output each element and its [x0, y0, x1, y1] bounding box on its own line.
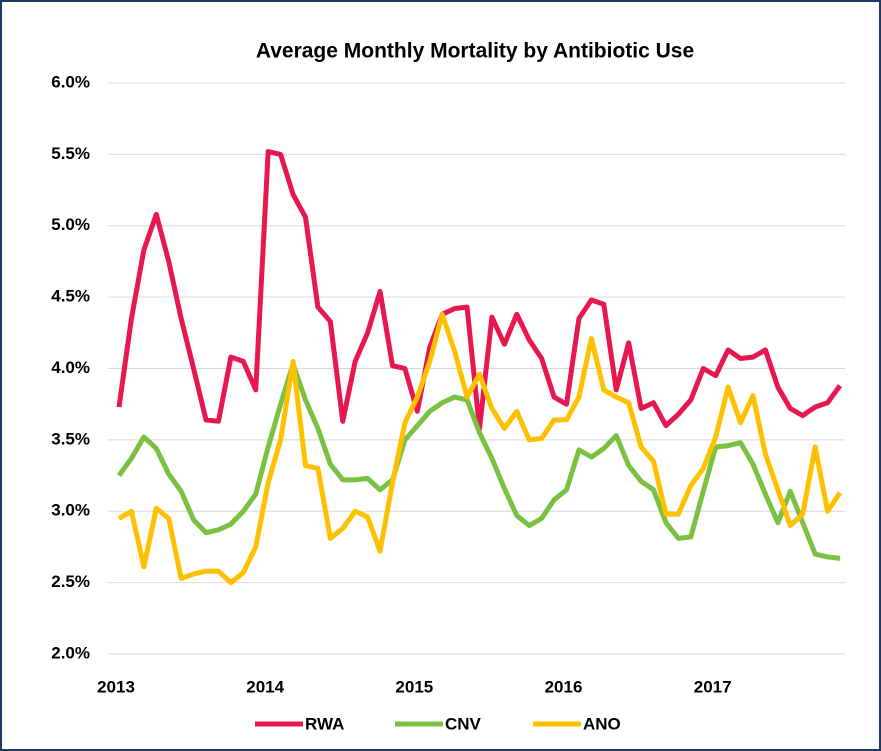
x-tick-label: 2014: [246, 677, 284, 696]
y-tick-label: 4.0%: [51, 358, 90, 377]
x-tick-label: 2016: [545, 677, 583, 696]
legend-label: CNV: [445, 714, 482, 733]
y-tick-label: 3.5%: [51, 429, 90, 448]
y-tick-label: 3.0%: [51, 501, 90, 520]
y-tick-label: 2.5%: [51, 572, 90, 591]
x-tick-label: 2013: [97, 677, 135, 696]
x-tick-label: 2017: [694, 677, 732, 696]
y-tick-label: 5.0%: [51, 215, 90, 234]
y-tick-label: 6.0%: [51, 72, 90, 91]
chart-title: Average Monthly Mortality by Antibiotic …: [256, 40, 694, 63]
y-tick-label: 4.5%: [51, 287, 90, 306]
y-tick-label: 5.5%: [51, 144, 90, 163]
series-line: [116, 361, 841, 561]
x-tick-label: 2015: [395, 677, 433, 696]
legend-label: ANO: [583, 714, 621, 733]
legend-label: RWA: [305, 714, 344, 733]
series-line: [117, 311, 843, 586]
y-tick-label: 2.0%: [51, 643, 90, 662]
